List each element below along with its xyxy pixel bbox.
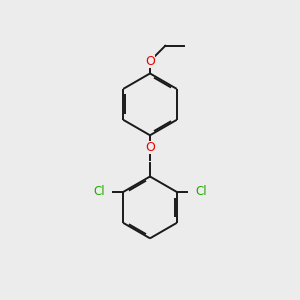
Text: Cl: Cl <box>195 185 207 199</box>
Text: O: O <box>145 141 155 154</box>
Text: O: O <box>145 55 155 68</box>
Text: Cl: Cl <box>93 185 105 199</box>
